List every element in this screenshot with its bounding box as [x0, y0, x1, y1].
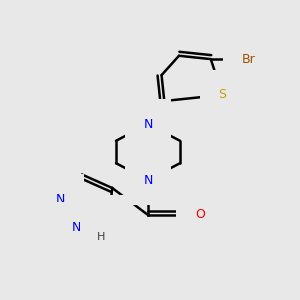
Text: N: N — [143, 118, 153, 130]
Text: S: S — [218, 88, 226, 101]
Text: H: H — [97, 232, 105, 242]
Text: N: N — [143, 173, 153, 187]
Text: O: O — [195, 208, 205, 221]
Text: N: N — [104, 214, 113, 227]
Text: N: N — [72, 221, 81, 234]
Text: N: N — [56, 193, 65, 206]
Text: Br: Br — [242, 52, 256, 66]
